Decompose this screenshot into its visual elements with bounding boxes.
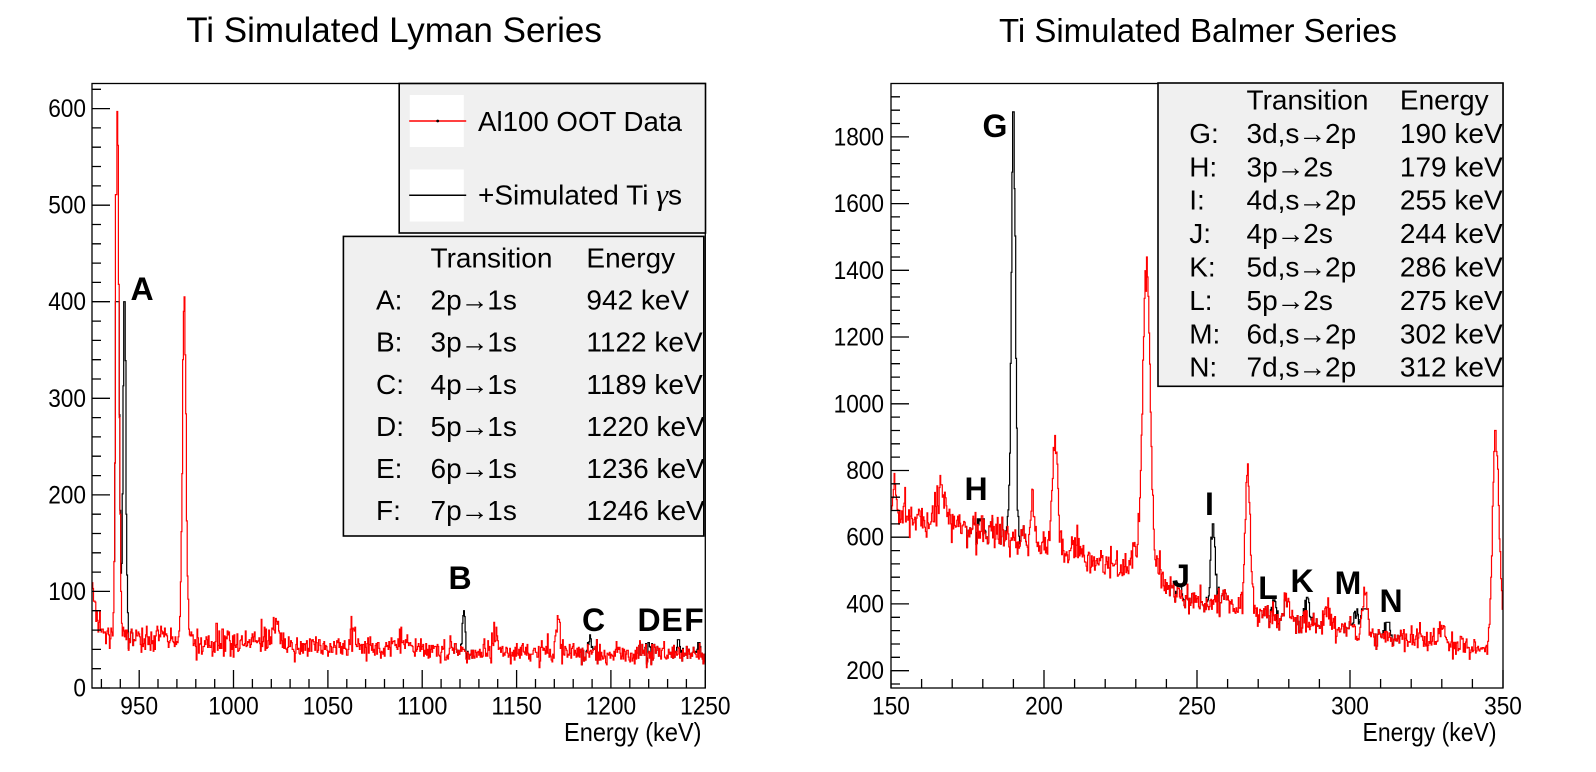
- svg-text:C:: C:: [376, 369, 404, 400]
- svg-text:F: F: [684, 602, 704, 638]
- svg-text:3p→1s: 3p→1s: [431, 327, 517, 358]
- svg-text:200: 200: [48, 481, 86, 509]
- svg-text:1150: 1150: [491, 693, 541, 721]
- svg-text:H: H: [964, 471, 987, 507]
- svg-text:G:: G:: [1189, 118, 1219, 149]
- svg-text:I: I: [1205, 486, 1214, 522]
- svg-text:286 keV: 286 keV: [1400, 252, 1503, 283]
- svg-text:D: D: [637, 602, 660, 638]
- svg-text:Ti Simulated Lyman Series: Ti Simulated Lyman Series: [186, 11, 602, 50]
- svg-text:1000: 1000: [208, 693, 258, 721]
- svg-text:D:: D:: [376, 411, 404, 442]
- svg-text:255 keV: 255 keV: [1400, 185, 1503, 216]
- svg-text:A: A: [130, 271, 153, 307]
- svg-text:6d,s→2p: 6d,s→2p: [1247, 318, 1357, 349]
- svg-text:A:: A:: [376, 285, 402, 316]
- svg-text:J: J: [1172, 558, 1190, 594]
- svg-text:3d,s→2p: 3d,s→2p: [1247, 118, 1357, 149]
- svg-text:1220 keV: 1220 keV: [586, 411, 705, 442]
- svg-text:B:: B:: [376, 327, 402, 358]
- svg-text:Energy (keV): Energy (keV): [1363, 717, 1497, 747]
- svg-text:K:: K:: [1189, 252, 1215, 283]
- svg-text:1050: 1050: [303, 693, 353, 721]
- svg-text:500: 500: [48, 192, 86, 220]
- svg-text:I:: I:: [1189, 185, 1205, 216]
- svg-text:G: G: [983, 108, 1008, 144]
- svg-text:+Simulated Ti γs: +Simulated Ti γs: [478, 179, 682, 212]
- svg-text:0: 0: [73, 675, 86, 703]
- svg-text:244 keV: 244 keV: [1400, 218, 1503, 249]
- svg-text:300: 300: [48, 385, 86, 413]
- svg-text:6p→1s: 6p→1s: [431, 453, 517, 484]
- svg-text:Ti Simulated Balmer Series: Ti Simulated Balmer Series: [999, 12, 1397, 49]
- svg-text:800: 800: [846, 457, 884, 485]
- svg-text:K: K: [1290, 563, 1313, 599]
- svg-text:100: 100: [48, 578, 86, 606]
- svg-text:1800: 1800: [834, 123, 884, 151]
- svg-text:Transition: Transition: [1247, 85, 1369, 116]
- svg-text:E:: E:: [376, 453, 402, 484]
- svg-text:300: 300: [1331, 693, 1369, 721]
- svg-text:L:: L:: [1189, 285, 1212, 316]
- svg-text:F:: F:: [376, 495, 401, 526]
- svg-text:400: 400: [48, 288, 86, 316]
- svg-text:275 keV: 275 keV: [1400, 285, 1503, 316]
- svg-text:1600: 1600: [834, 190, 884, 218]
- svg-text:302 keV: 302 keV: [1400, 318, 1503, 349]
- svg-text:Energy: Energy: [1400, 85, 1489, 116]
- svg-text:N:: N:: [1189, 352, 1217, 383]
- svg-text:C: C: [582, 602, 605, 638]
- svg-text:Energy (keV): Energy (keV): [564, 717, 702, 747]
- svg-text:M: M: [1335, 565, 1362, 601]
- svg-text:179 keV: 179 keV: [1400, 151, 1503, 182]
- svg-text:150: 150: [872, 693, 910, 721]
- svg-text:N: N: [1379, 583, 1402, 619]
- svg-text:7d,s→2p: 7d,s→2p: [1247, 352, 1357, 383]
- svg-text:3p→2s: 3p→2s: [1247, 151, 1333, 182]
- svg-text:1250: 1250: [680, 693, 730, 721]
- svg-text:250: 250: [1178, 693, 1216, 721]
- svg-text:950: 950: [120, 693, 158, 721]
- svg-text:200: 200: [846, 657, 884, 685]
- svg-text:M:: M:: [1189, 318, 1220, 349]
- svg-text:600: 600: [846, 524, 884, 552]
- svg-text:Energy: Energy: [586, 243, 675, 274]
- svg-text:400: 400: [846, 590, 884, 618]
- svg-text:942 keV: 942 keV: [586, 285, 689, 316]
- svg-text:L: L: [1258, 570, 1278, 606]
- svg-text:4p→2s: 4p→2s: [1247, 218, 1333, 249]
- svg-text:1200: 1200: [586, 693, 636, 721]
- svg-text:Transition: Transition: [431, 243, 553, 274]
- svg-text:J:: J:: [1189, 218, 1211, 249]
- svg-text:5p→1s: 5p→1s: [431, 411, 517, 442]
- svg-text:Al100 OOT Data: Al100 OOT Data: [478, 106, 682, 137]
- svg-text:1246 keV: 1246 keV: [586, 495, 705, 526]
- svg-text:5p→2s: 5p→2s: [1247, 285, 1333, 316]
- svg-text:1189 keV: 1189 keV: [586, 369, 703, 400]
- svg-text:1122 keV: 1122 keV: [586, 327, 703, 358]
- svg-text:4d,s→2p: 4d,s→2p: [1247, 185, 1357, 216]
- svg-text:2p→1s: 2p→1s: [431, 285, 517, 316]
- svg-text:5d,s→2p: 5d,s→2p: [1247, 252, 1357, 283]
- svg-text:4p→1s: 4p→1s: [431, 369, 517, 400]
- svg-text:350: 350: [1484, 693, 1522, 721]
- svg-text:1400: 1400: [834, 257, 884, 285]
- svg-text:312 keV: 312 keV: [1400, 352, 1503, 383]
- svg-text:E: E: [661, 602, 682, 638]
- svg-text:7p→1s: 7p→1s: [431, 495, 517, 526]
- svg-text:600: 600: [48, 95, 86, 123]
- svg-text:190 keV: 190 keV: [1400, 118, 1503, 149]
- svg-text:H:: H:: [1189, 151, 1217, 182]
- svg-text:1200: 1200: [834, 324, 884, 352]
- svg-text:1000: 1000: [834, 390, 884, 418]
- svg-text:200: 200: [1025, 693, 1063, 721]
- svg-text:B: B: [448, 560, 471, 596]
- svg-text:1100: 1100: [397, 693, 447, 721]
- svg-text:1236 keV: 1236 keV: [586, 453, 705, 484]
